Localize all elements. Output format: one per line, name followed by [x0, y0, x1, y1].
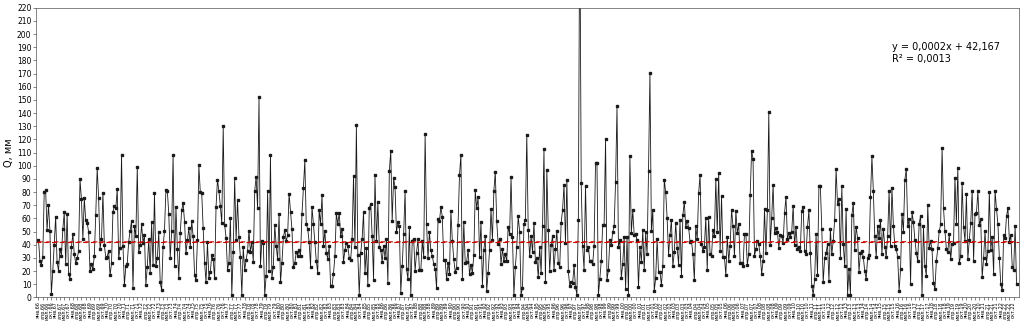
- Y-axis label: Q, мм: Q, мм: [4, 138, 14, 167]
- Text: y = 0,0002x + 42,167
R² = 0,0013: y = 0,0002x + 42,167 R² = 0,0013: [891, 42, 999, 64]
